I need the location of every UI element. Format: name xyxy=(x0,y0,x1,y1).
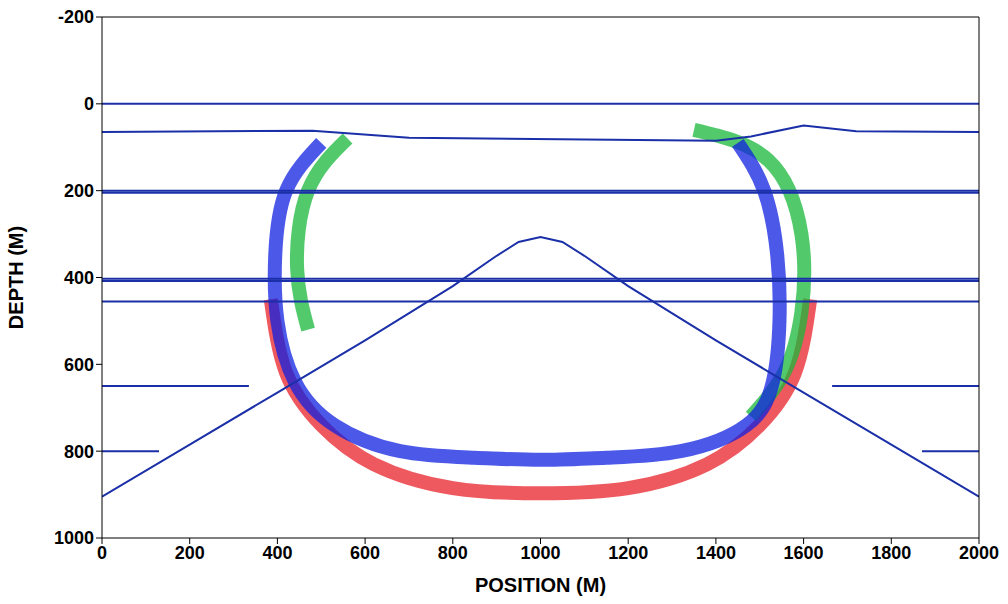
svg-text:400: 400 xyxy=(64,268,94,288)
svg-text:0: 0 xyxy=(84,94,94,114)
svg-text:2000: 2000 xyxy=(959,543,999,563)
svg-text:400: 400 xyxy=(262,543,292,563)
svg-text:1600: 1600 xyxy=(784,543,824,563)
svg-text:200: 200 xyxy=(64,181,94,201)
svg-text:1000: 1000 xyxy=(54,528,94,548)
svg-text:1200: 1200 xyxy=(608,543,648,563)
svg-text:1800: 1800 xyxy=(871,543,911,563)
svg-text:-200: -200 xyxy=(58,7,94,27)
svg-text:0: 0 xyxy=(97,543,107,563)
svg-text:600: 600 xyxy=(350,543,380,563)
svg-text:1000: 1000 xyxy=(520,543,560,563)
svg-text:800: 800 xyxy=(438,543,468,563)
svg-text:POSITION (M): POSITION (M) xyxy=(475,574,606,596)
svg-text:1400: 1400 xyxy=(696,543,736,563)
svg-text:DEPTH (M): DEPTH (M) xyxy=(5,226,27,329)
svg-text:800: 800 xyxy=(64,442,94,462)
svg-text:600: 600 xyxy=(64,355,94,375)
svg-text:200: 200 xyxy=(175,543,205,563)
